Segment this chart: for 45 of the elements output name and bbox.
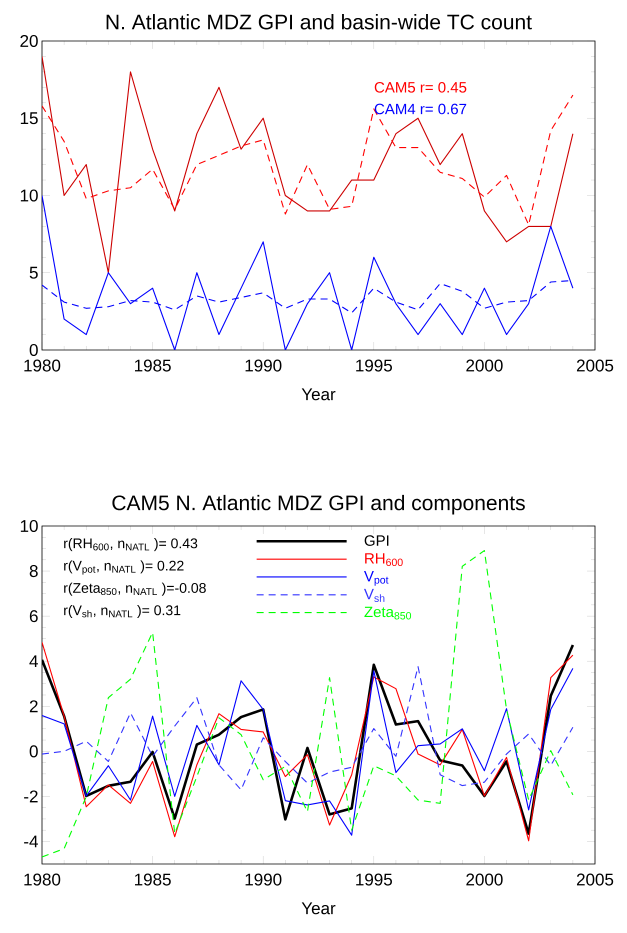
x-tick-label: 1985: [134, 874, 171, 886]
line-series: [42, 94, 574, 226]
y-tick-label: 4: [29, 655, 38, 668]
y-tick-label: 10: [20, 520, 38, 532]
x-tick-label: 2005: [576, 874, 614, 886]
x-axis-title: Year: [302, 388, 336, 400]
x-tick-label: 1995: [356, 360, 392, 372]
annotation: r(V$_{pot}$, n$_{NATL}$ )= 0.22: [64, 560, 184, 575]
text: RH$_{600}$: [365, 553, 403, 566]
text: GPI: [364, 535, 388, 546]
y-tick-label: -4: [24, 836, 38, 848]
x-tick-label: 2005: [576, 360, 614, 372]
x-tick-label: 1980: [24, 874, 60, 886]
line-series: [42, 56, 574, 274]
annotation: CAM5 r= 0.45: [374, 82, 466, 93]
chart-title: CAM5 N. Atlantic MDZ GPI and components: [112, 494, 525, 514]
annotation: CAM4 r= 0.67: [374, 104, 466, 114]
x-tick-label: 1995: [356, 874, 392, 886]
line-series: [42, 194, 574, 350]
x-tick-label: 1990: [246, 360, 282, 372]
text: Zeta$_{850}$: [364, 606, 412, 620]
y-tick-label: 8: [30, 565, 38, 578]
y-tick-label: 10: [20, 189, 38, 202]
x-tick-label: 1985: [134, 360, 171, 372]
y-tick-label: 0: [30, 344, 38, 356]
x-axis-title: Year: [302, 902, 336, 914]
annotation: r(RH$_{600}$, n$_{NATL}$ )= 0.43: [64, 538, 198, 552]
annotation: r(Zeta$_{850}$, n$_{NATL}$ )=-0.08: [64, 582, 206, 596]
text: V$_{pot}$: [364, 571, 388, 586]
x-tick-label: 1980: [24, 360, 60, 372]
y-tick-label: -2: [24, 790, 38, 802]
x-tick-label: 1990: [246, 874, 282, 886]
y-tick-label: 6: [30, 610, 38, 622]
annotation: r(V$_{sh}$, n$_{NATL}$ )= 0.31: [64, 604, 180, 618]
line-series: [42, 550, 574, 858]
line-series: [42, 666, 574, 790]
y-tick-label: 0: [30, 745, 38, 758]
y-tick-label: 20: [20, 34, 38, 48]
y-tick-label: 2: [30, 700, 38, 712]
chart-title: N. Atlantic MDZ GPI and basin-wide TC count: [106, 14, 532, 30]
y-tick-label: 15: [20, 112, 38, 124]
text: V$_{sh}$: [364, 588, 384, 602]
y-tick-label: 5: [30, 266, 38, 279]
x-tick-label: 2000: [466, 360, 503, 372]
x-tick-label: 2000: [466, 874, 503, 886]
